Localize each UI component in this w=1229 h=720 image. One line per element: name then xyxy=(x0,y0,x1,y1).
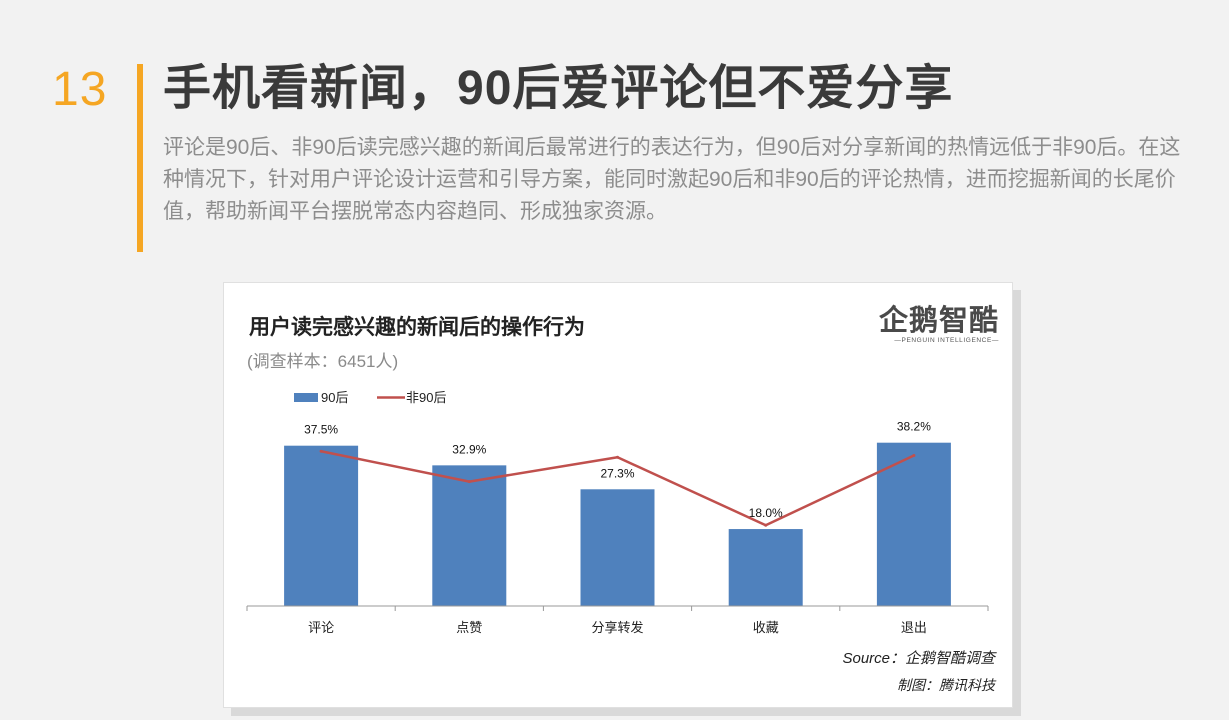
credit-note: 制图：腾讯科技 xyxy=(897,677,995,693)
legend-label-90: 90后 xyxy=(321,390,348,405)
category-label-3: 收藏 xyxy=(753,620,779,635)
bar-4 xyxy=(876,442,951,606)
page-number: 13 xyxy=(52,63,108,116)
logo-subtitle: —PENGUIN INTELLIGENCE— xyxy=(894,337,999,344)
source-note: Source：企鹅智酷调查 xyxy=(842,650,995,667)
legend-swatch-90 xyxy=(294,393,318,402)
line-point-0 xyxy=(319,449,323,453)
category-label-1: 点赞 xyxy=(456,620,482,635)
summary-text: 评论是90后、非90后读完感兴趣的新闻后最常进行的表达行为，但90后对分享新闻的… xyxy=(163,136,1181,223)
category-label-2: 分享转发 xyxy=(591,620,643,635)
bar-label-1: 32.9% xyxy=(452,442,486,456)
chart-card: 90后 非90后 37.5% 评论 32.9% 点赞 27.3% 分享转发 18.0% 收藏 38.… xyxy=(223,282,1013,708)
line-point-1 xyxy=(467,480,471,484)
legend-label-non90: 非90后 xyxy=(406,390,446,405)
bar-0 xyxy=(284,445,359,606)
bar-1 xyxy=(432,465,507,606)
bar-label-2: 27.3% xyxy=(600,466,634,480)
category-label-4: 退出 xyxy=(901,620,927,635)
chart-subtitle: (调查样本：6451人) xyxy=(247,352,399,371)
line-point-2 xyxy=(616,455,619,459)
bar-3 xyxy=(728,529,803,606)
logo-text: 企鹅智酷 xyxy=(878,303,999,337)
bar-2 xyxy=(580,489,655,606)
chart-title: 用户读完感兴趣的新闻后的操作行为 xyxy=(249,316,585,339)
logo: 企鹅智酷 —PENGUIN INTELLIGENCE— xyxy=(874,293,999,353)
category-label-0: 评论 xyxy=(308,620,334,635)
bar-label-0: 37.5% xyxy=(304,423,338,437)
bar-label-3: 18.0% xyxy=(749,506,783,520)
page-title: 手机看新闻，90后爱评论但不爱分享 xyxy=(163,62,954,115)
accent-bar xyxy=(137,64,143,252)
chart: 90后 非90后 37.5% 评论 32.9% 点赞 27.3% 分享转发 18.0% 收藏 38.… xyxy=(246,390,989,635)
bar-label-4: 38.2% xyxy=(897,420,931,434)
line-point-3 xyxy=(764,523,768,527)
line-point-4 xyxy=(912,454,916,458)
